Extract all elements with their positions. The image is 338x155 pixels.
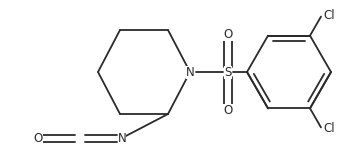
Text: Cl: Cl [323, 9, 335, 22]
Text: N: N [186, 66, 194, 78]
Text: O: O [33, 131, 43, 144]
Text: Cl: Cl [323, 122, 335, 135]
Text: O: O [223, 27, 233, 40]
Text: N: N [118, 131, 126, 144]
Text: O: O [223, 104, 233, 117]
Text: S: S [224, 66, 232, 78]
